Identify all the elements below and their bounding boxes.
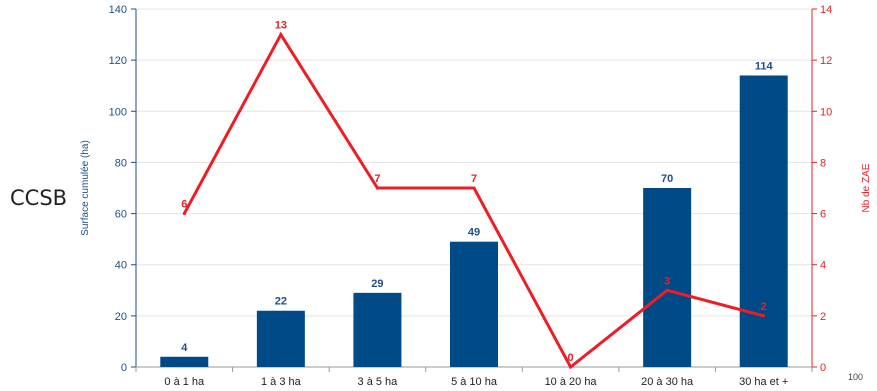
left-tick-label-1: 20 [115,311,127,323]
x-tick-label-1: 1 à 3 ha [261,376,302,388]
right-tick-label-7: 14 [820,4,832,16]
right-tick-label-2: 4 [820,260,826,272]
line-label-2: 7 [374,173,380,185]
line-label-3: 7 [471,173,477,185]
bar-5 [643,188,692,367]
x-tick-label-5: 20 à 30 ha [641,376,694,388]
left-tick-label-7: 140 [109,4,127,16]
right-tick-label-0: 0 [820,362,826,374]
left-tick-label-6: 120 [109,55,127,67]
bar-3 [450,241,498,367]
bar-label-2: 29 [371,278,383,290]
x-tick-label-0: 0 à 1 ha [164,376,205,388]
bar-2 [353,292,402,367]
left-tick-label-4: 80 [115,157,127,169]
right-tick-label-3: 6 [820,209,826,221]
bar-0 [160,356,209,367]
left-tick-label-5: 100 [109,106,127,118]
line-point-2 [375,186,379,190]
bar-label-5: 70 [661,173,673,185]
corner-text: 100 [848,372,864,382]
bar-6 [739,75,788,367]
left-tick-label-0: 0 [121,362,127,374]
x-tick-label-6: 30 ha et + [739,376,788,388]
right-tick-label-1: 2 [820,311,826,323]
left-tick-label-3: 60 [115,209,127,221]
line-label-0: 6 [181,199,187,211]
right-tick-label-6: 12 [820,55,832,67]
x-tick-label-2: 3 à 5 ha [358,376,399,388]
x-tick-label-3: 5 à 10 ha [451,376,498,388]
x-tick-label-4: 10 à 20 ha [545,376,598,388]
line-label-1: 13 [275,20,287,32]
line-label-6: 2 [761,301,767,313]
bar-label-1: 22 [275,296,287,308]
line-point-4 [569,365,573,369]
line-point-6 [762,314,766,318]
bar-label-6: 114 [755,60,774,72]
line-point-5 [665,288,669,292]
bar-1 [256,310,305,367]
right-tick-label-4: 8 [820,157,826,169]
bar-label-0: 4 [181,342,188,354]
line-label-5: 3 [664,275,670,287]
side-label: CCSB [10,186,68,210]
left-tick-label-2: 40 [115,260,127,272]
line-point-3 [472,186,476,190]
right-tick-label-5: 10 [820,106,832,118]
y2-axis-title: Nb de ZAE [861,163,872,212]
line-label-4: 0 [568,352,574,364]
y-axis-title: Surface cumulée (ha) [80,140,91,236]
line-point-1 [279,33,283,37]
bar-label-3: 49 [468,227,480,239]
line-point-0 [182,212,186,216]
